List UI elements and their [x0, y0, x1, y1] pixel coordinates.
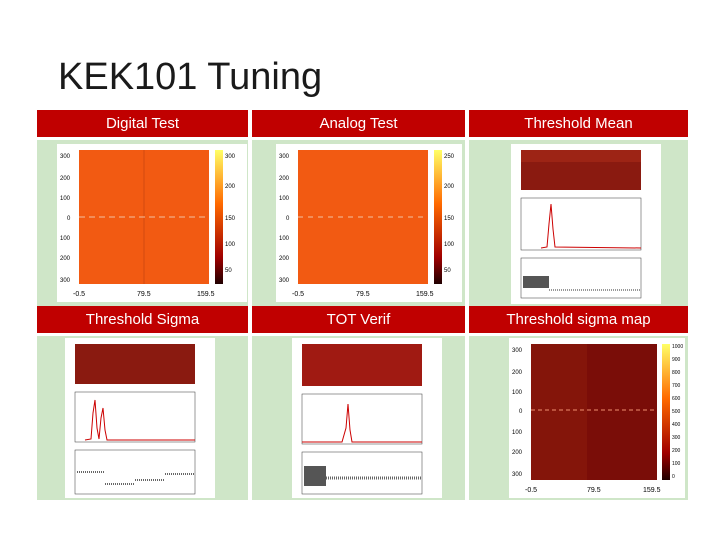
x-tick: 79.5: [356, 291, 370, 298]
z-tick: 500: [672, 409, 681, 415]
y-tick: 100: [60, 196, 71, 202]
slide-title: KEK101 Tuning: [58, 56, 323, 98]
cell-analog-test: 300 200 100 0 100 200 300 -0.5 79.5 159.…: [252, 140, 465, 306]
z-tick: 700: [672, 383, 681, 389]
y-tick: 200: [512, 450, 523, 456]
header-threshold-mean: Threshold Mean: [469, 110, 688, 137]
x-tick: -0.5: [292, 291, 304, 298]
y-tick: 300: [60, 154, 71, 160]
z-tick: 100: [225, 242, 236, 248]
z-tick: 800: [672, 370, 681, 376]
y-tick: 100: [279, 196, 290, 202]
z-tick: 100: [672, 461, 681, 467]
results-table: Digital Test Analog Test Threshold Mean …: [37, 110, 688, 500]
z-tick: 0: [672, 474, 675, 480]
y-tick: 200: [512, 370, 523, 376]
z-tick: 150: [444, 216, 455, 222]
y-tick: 300: [60, 278, 71, 284]
z-tick: 50: [225, 268, 232, 274]
y-tick: 300: [279, 154, 290, 160]
y-tick: 300: [512, 348, 523, 354]
threshold-mean-plots: [511, 144, 661, 304]
cell-threshold-sigma: [37, 336, 248, 500]
z-tick: 200: [225, 184, 236, 190]
header-threshold-sigma: Threshold Sigma: [37, 306, 248, 333]
threshold-sigma-plots: [65, 338, 215, 498]
z-tick: 100: [444, 242, 455, 248]
header-digital-test: Digital Test: [37, 110, 248, 137]
z-tick: 50: [444, 268, 451, 274]
analog-test-map: 300 200 100 0 100 200 300 -0.5 79.5 159.…: [276, 144, 462, 302]
header-tot-verif: TOT Verif: [252, 306, 465, 333]
z-tick: 200: [672, 448, 681, 454]
header-threshold-sigma-map: Threshold sigma map: [469, 306, 688, 333]
y-tick: 200: [60, 176, 71, 182]
cell-digital-test: 300 200 100 0 100 200 300 -0.5 79.5 159.…: [37, 140, 248, 306]
y-tick: 100: [512, 390, 523, 396]
z-tick: 250: [444, 154, 455, 160]
y-tick: 0: [286, 216, 290, 222]
y-tick: 300: [279, 278, 290, 284]
tot-verif-plots: [292, 338, 442, 498]
y-tick: 0: [519, 409, 523, 415]
digital-test-map: 300 200 100 0 100 200 300 -0.5 79.5 159.…: [57, 144, 247, 302]
x-tick: 159.5: [197, 291, 215, 298]
z-tick: 600: [672, 396, 681, 402]
z-tick: 400: [672, 422, 681, 428]
header-analog-test: Analog Test: [252, 110, 465, 137]
y-tick: 100: [279, 236, 290, 242]
y-tick: 200: [279, 256, 290, 262]
x-tick: 159.5: [416, 291, 434, 298]
x-tick: 79.5: [587, 487, 601, 494]
y-tick: 200: [60, 256, 71, 262]
x-tick: 159.5: [643, 487, 661, 494]
x-tick: -0.5: [525, 487, 537, 494]
x-tick: 79.5: [137, 291, 151, 298]
y-tick: 200: [279, 176, 290, 182]
y-tick: 0: [67, 216, 71, 222]
z-tick: 300: [672, 435, 681, 441]
z-tick: 900: [672, 357, 681, 363]
z-tick: 150: [225, 216, 236, 222]
x-tick: -0.5: [73, 291, 85, 298]
y-tick: 300: [512, 472, 523, 478]
y-tick: 100: [512, 430, 523, 436]
z-tick: 200: [444, 184, 455, 190]
cell-tot-verif: [252, 336, 465, 500]
threshold-sigma-heatmap: 300 200 100 0 100 200 300 -0.5 79.5 159.…: [509, 338, 685, 498]
z-tick: 1000: [672, 344, 683, 350]
y-tick: 100: [60, 236, 71, 242]
cell-threshold-mean: [469, 140, 688, 306]
z-tick: 300: [225, 154, 236, 160]
cell-threshold-sigma-map: 300 200 100 0 100 200 300 -0.5 79.5 159.…: [469, 336, 688, 500]
